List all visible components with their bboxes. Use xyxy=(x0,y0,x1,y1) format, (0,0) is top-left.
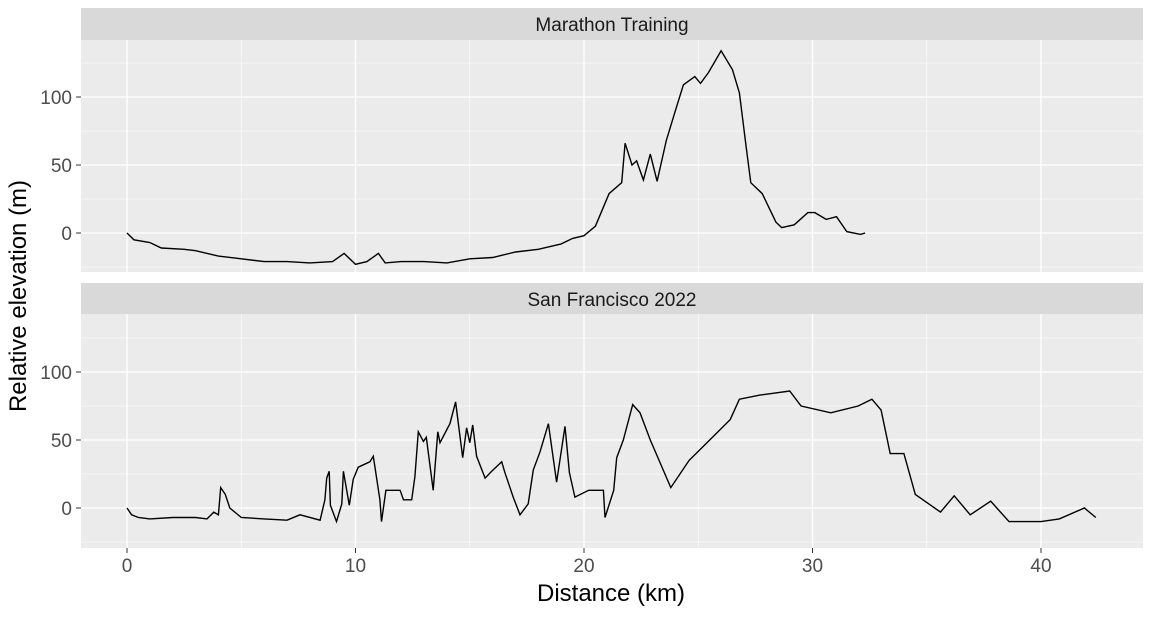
elevation-line-marathon-training xyxy=(126,49,866,266)
facet-strip xyxy=(81,8,1143,40)
panel-background xyxy=(81,40,1143,272)
x-tick-label: 40 xyxy=(1030,556,1051,577)
facet-title: Marathon Training xyxy=(535,15,688,36)
x-axis-title: Distance (km) xyxy=(537,580,685,607)
y-tick-label: 100 xyxy=(40,88,72,109)
facet-strip xyxy=(81,283,1143,314)
y-tick-label: 50 xyxy=(51,431,72,452)
y-tick-label: 0 xyxy=(61,224,72,245)
x-tick-label: 10 xyxy=(345,556,366,577)
facet-panel-marathon-training: Marathon Training 0 50 100 xyxy=(40,8,1143,272)
x-tick-label: 0 xyxy=(122,556,133,577)
x-axis: 0 10 20 30 40 xyxy=(122,548,1052,577)
y-tick-label: 50 xyxy=(51,156,72,177)
facet-panel-san-francisco-2022: San Francisco 2022 0 50 100 xyxy=(40,283,1143,548)
y-tick-label: 100 xyxy=(40,363,72,384)
elevation-line-san-francisco-2022 xyxy=(126,390,1097,524)
y-tick-label: 0 xyxy=(61,499,72,520)
y-axis-title: Relative elevation (m) xyxy=(5,180,32,412)
x-tick-label: 20 xyxy=(573,556,594,577)
panel-background xyxy=(81,314,1143,548)
facet-title: San Francisco 2022 xyxy=(528,290,697,311)
x-tick-label: 30 xyxy=(802,556,823,577)
